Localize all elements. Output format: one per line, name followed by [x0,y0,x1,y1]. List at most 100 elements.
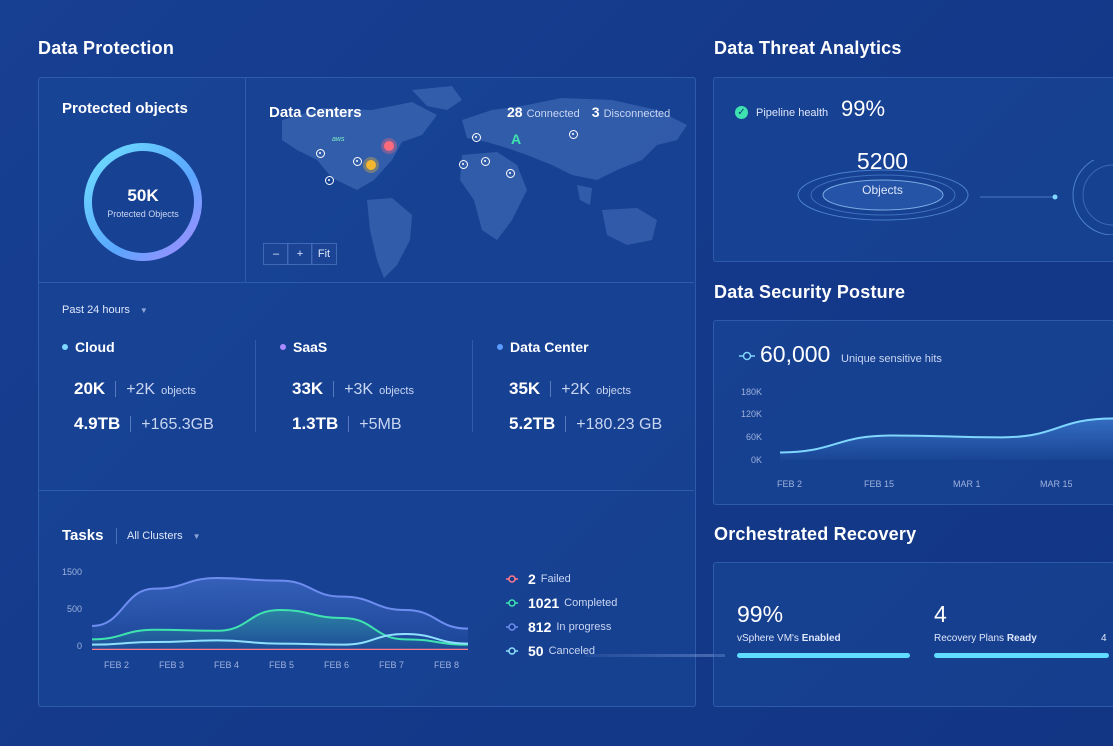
legend-canceled[interactable]: 50 Canceled [506,643,595,659]
datacenter-pin-icon[interactable] [353,157,362,166]
pipeline-health-label: Pipeline health [756,107,829,119]
series-line-unique-sensitive-hits [780,417,1113,454]
data-protection-title: Data Protection [38,38,175,58]
fit-button[interactable]: Fit [311,243,337,265]
clusters-filter-dropdown[interactable]: All Clusters ▼ [127,530,201,542]
datacenter-dot-icon [497,344,503,350]
legend-failed[interactable]: 2 Failed [506,571,571,587]
divider [565,416,567,432]
vm-enabled-value: 99% [737,601,784,627]
threat-rings-visual [797,160,1113,235]
zoom-in-button[interactable]: + [287,243,313,265]
cloud-dot-icon [62,344,68,350]
divider [39,282,694,283]
divider [115,381,117,397]
connector-line [585,654,725,657]
tasks-title: Tasks [62,527,104,544]
tasks-x-tick: FEB 3 [159,660,185,670]
tasks-x-tick: FEB 2 [104,660,130,670]
azure-logo: A [511,131,522,147]
error-pin-icon[interactable] [384,141,394,151]
stat-saas-name: SaaS [293,339,328,355]
plans-label-bold: Ready [1006,633,1037,644]
recovery-plans-total: 4 [1101,633,1107,644]
vm-enabled-progress-bar [737,653,910,658]
protected-objects-title: Protected objects [62,100,188,117]
saas-dot-icon [280,344,286,350]
posture-x-tick: MAR 1 [953,479,981,489]
recovery-plans-label: Recovery Plans Ready [934,633,1037,644]
stat-cloud-size: 4.9TB +165.3GB [74,414,214,434]
divider [550,381,552,397]
tasks-x-tick: FEB 5 [269,660,295,670]
legend-completed[interactable]: 1021 Completed [506,595,617,611]
legend-label: Completed [564,597,618,609]
plans-label-text: Recovery Plans [934,633,1005,644]
stat-datacenter-size: 5.2TB +180.23 GB [509,414,662,434]
stat-delta: +180.23 GB [576,416,663,433]
vm-enabled-label: vSphere VM's Enabled [737,633,841,644]
stat-datacenter-name: Data Center [510,339,589,355]
sensitive-hits-value: 60,000 [760,341,831,367]
divider [116,528,117,544]
data-security-panel [713,320,1113,505]
datacenter-pin-icon[interactable] [569,130,578,139]
completed-line-icon [506,599,518,607]
canceled-line-icon [506,647,518,655]
divider [348,416,350,432]
pulse-icon [739,351,755,361]
threat-objects-value: 5200 [856,148,909,174]
connected-count: 28 [507,104,523,120]
world-map [282,86,687,278]
chevron-down-icon: ▼ [192,531,201,541]
legend-count: 1021 [528,595,560,611]
stat-value: 4.9TB [74,414,121,433]
recovery-plans-progress-bar [934,653,1109,658]
datacenter-pin-icon[interactable] [481,157,490,166]
series-line-canceled [92,632,468,646]
data-threat-panel [713,77,1113,262]
connected-label: Connected [526,108,580,120]
tasks-x-tick: FEB 7 [379,660,405,670]
stat-delta: +5MB [359,416,402,433]
vm-label-bold: Enabled [801,633,841,644]
stat-value: 33K [292,379,324,398]
divider [255,340,256,432]
stat-saas-size: 1.3TB +5MB [292,414,402,434]
tasks-y-tick: 500 [66,604,82,614]
time-filter-dropdown[interactable]: Past 24 hours ▼ [62,304,148,316]
sensitive-hits-label: Unique sensitive hits [841,353,942,365]
stat-unit: objects [379,385,414,397]
stat-value: 5.2TB [509,414,556,433]
posture-y-tick: 60K [745,432,762,442]
datacenter-pin-icon[interactable] [506,169,515,178]
stat-saas-header: SaaS [280,339,327,355]
pipeline-health-value: 99% [841,96,886,121]
aws-logo: aws [332,136,345,143]
stat-delta: +3K [344,381,374,398]
posture-y-tick: 120K [740,409,762,419]
stat-delta: +2K [126,381,156,398]
legend-in-progress[interactable]: 812 In progress [506,619,611,635]
stat-unit: objects [161,385,196,397]
datacenter-pin-icon[interactable] [316,149,325,158]
datacenter-pin-icon[interactable] [472,133,481,142]
protected-objects-label: Protected Objects [107,209,179,219]
stat-value: 20K [74,379,106,398]
posture-y-tick: 0K [750,455,762,465]
legend-count: 50 [528,643,544,659]
legend-label: In progress [556,621,612,633]
orchestrated-recovery-panel [713,562,1113,707]
datacenter-pin-icon[interactable] [459,160,468,169]
series-line-in-progress [92,576,468,630]
disconnected-count: 3 [591,104,600,120]
stat-delta: +165.3GB [141,416,214,433]
datacenter-pin-icon[interactable] [325,176,334,185]
warning-pin-icon[interactable] [366,160,376,170]
legend-label: Failed [540,573,571,585]
zoom-out-button[interactable]: – [263,243,289,265]
stat-cloud-objects: 20K +2K objects [74,379,196,399]
time-filter-value: Past 24 hours [62,304,130,316]
divider [39,490,694,491]
legend-count: 812 [528,619,552,635]
